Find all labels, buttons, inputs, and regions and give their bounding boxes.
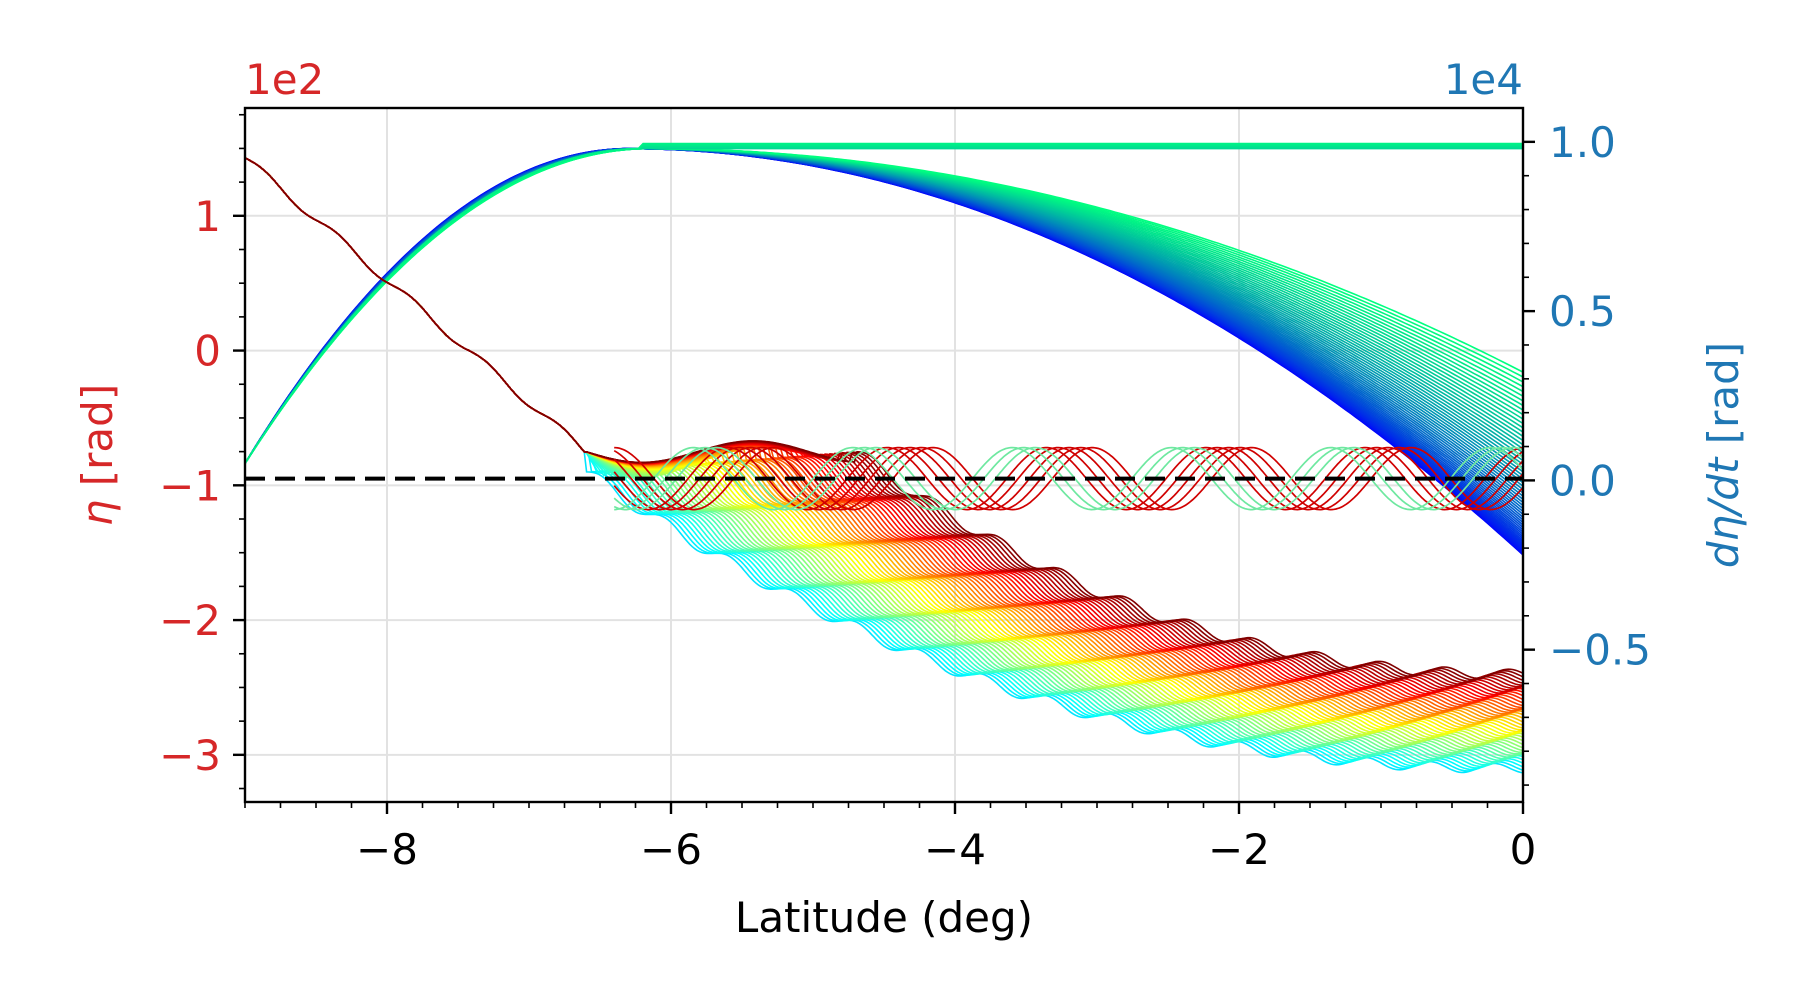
x-tick-label: −6 [640, 825, 702, 874]
right-axis-multiplier: 1e4 [1444, 55, 1523, 104]
x-tick-label: −8 [356, 825, 418, 874]
x-tick-label: −4 [924, 825, 986, 874]
eta-series-line [244, 157, 1524, 679]
eta-oscillating-line [613, 446, 1524, 511]
dndt-flat-line [244, 142, 1523, 464]
left-axis-title: η [rad] [73, 384, 122, 526]
x-tick-label: −2 [1208, 825, 1270, 874]
left-tick-label: −2 [159, 596, 221, 645]
right-tick-label: 0.5 [1549, 287, 1616, 336]
right-tick-label: 0.0 [1549, 456, 1616, 505]
right-axis-title-unit: [rad] [1699, 342, 1748, 458]
left-axis-title-symbol: η [73, 500, 122, 527]
left-tick-label: −3 [159, 731, 221, 780]
right-tick-label: −0.5 [1549, 626, 1651, 675]
x-axis-title: Latitude (deg) [735, 893, 1033, 942]
right-tick-label: 1.0 [1549, 118, 1616, 167]
eta-oscillating-line [613, 446, 1524, 511]
grid [245, 108, 1524, 802]
left-axis-multiplier: 1e2 [245, 55, 324, 104]
axis-ticks: −8 −6 −4 −2 0 −3 −2 −1 0 1 −0.5 0.0 0.5 1.0 [159, 113, 1651, 874]
left-tick-label: −1 [159, 461, 221, 510]
x-tick-label: 0 [1510, 825, 1537, 874]
dndt-series-line [244, 147, 1524, 464]
left-axis-title-unit: [rad] [73, 384, 122, 500]
series-layer [244, 142, 1524, 774]
left-tick-label: 1 [194, 192, 221, 241]
left-tick-label: 0 [194, 327, 221, 376]
right-axis-title-symbol: dη/dt [1699, 456, 1748, 568]
eta-oscillating-line [613, 446, 1524, 511]
right-axis-title: dη/dt [rad] [1699, 342, 1748, 568]
